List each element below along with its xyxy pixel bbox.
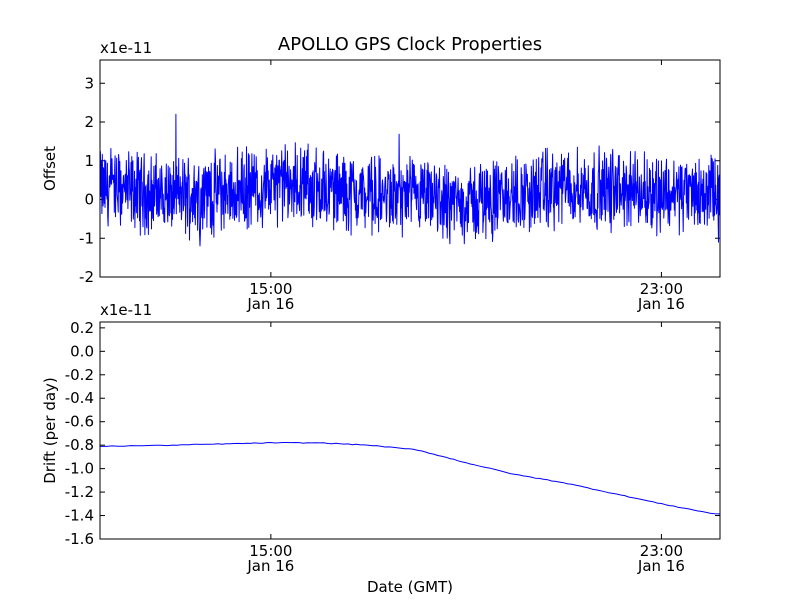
y-tick-label: 3 — [84, 74, 94, 92]
y-tick-label: -0.4 — [65, 389, 94, 407]
drift-panel: Drift (per day) x1e-11 -1.6-1.4-1.2-1.0-… — [41, 301, 721, 575]
offset-axes-frame — [99, 59, 721, 278]
x-axis-label: Date (GMT) — [367, 578, 453, 596]
offset-scale-label: x1e-11 — [100, 39, 152, 57]
y-tick-label: -1.6 — [65, 530, 94, 548]
x-tick-date-label: Jan 16 — [246, 295, 294, 313]
drift-series-line — [100, 442, 720, 515]
y-tick-label: 0.0 — [70, 342, 94, 360]
y-tick-label: -1.2 — [65, 483, 94, 501]
x-tick-time-label: 15:00 — [249, 542, 292, 560]
y-tick-label: -0.6 — [65, 413, 94, 431]
y-tick-label: -1.4 — [65, 507, 94, 525]
drift-scale-label: x1e-11 — [100, 301, 152, 319]
x-tick-time-label: 23:00 — [640, 280, 683, 298]
y-tick-label: 2 — [84, 113, 94, 131]
x-tick-date-label: Jan 16 — [637, 295, 685, 313]
offset-series — [100, 113, 720, 247]
y-tick-label: 0.2 — [70, 319, 94, 337]
x-tick-time-label: 15:00 — [249, 280, 292, 298]
y-tick-label: -0.2 — [65, 366, 94, 384]
drift-axes-frame — [99, 321, 721, 540]
chart-title: APOLLO GPS Clock Properties — [278, 34, 542, 55]
offset-y-axis-label: Offset — [41, 146, 59, 191]
y-tick-label: 1 — [84, 152, 94, 170]
drift-y-axis-label: Drift (per day) — [41, 377, 59, 484]
drift-axis-ticks: -1.6 -1.4 -1.2 -1.0 -0.8 -0.6 -0.4 -0.2 0.0 0.2 15… — [65, 319, 720, 575]
y-tick-label: -2 — [79, 268, 94, 286]
drift-series — [100, 442, 720, 515]
x-tick-date-label: Jan 16 — [637, 557, 685, 575]
offset-series-line — [100, 113, 720, 247]
y-tick-label: -0.8 — [65, 436, 94, 454]
y-tick-label: -1.0 — [65, 460, 94, 478]
x-tick-time-label: 23:00 — [640, 542, 683, 560]
y-tick-label: 0 — [84, 191, 94, 209]
y-tick-label: -1 — [79, 229, 94, 247]
x-tick-date-label: Jan 16 — [246, 557, 294, 575]
